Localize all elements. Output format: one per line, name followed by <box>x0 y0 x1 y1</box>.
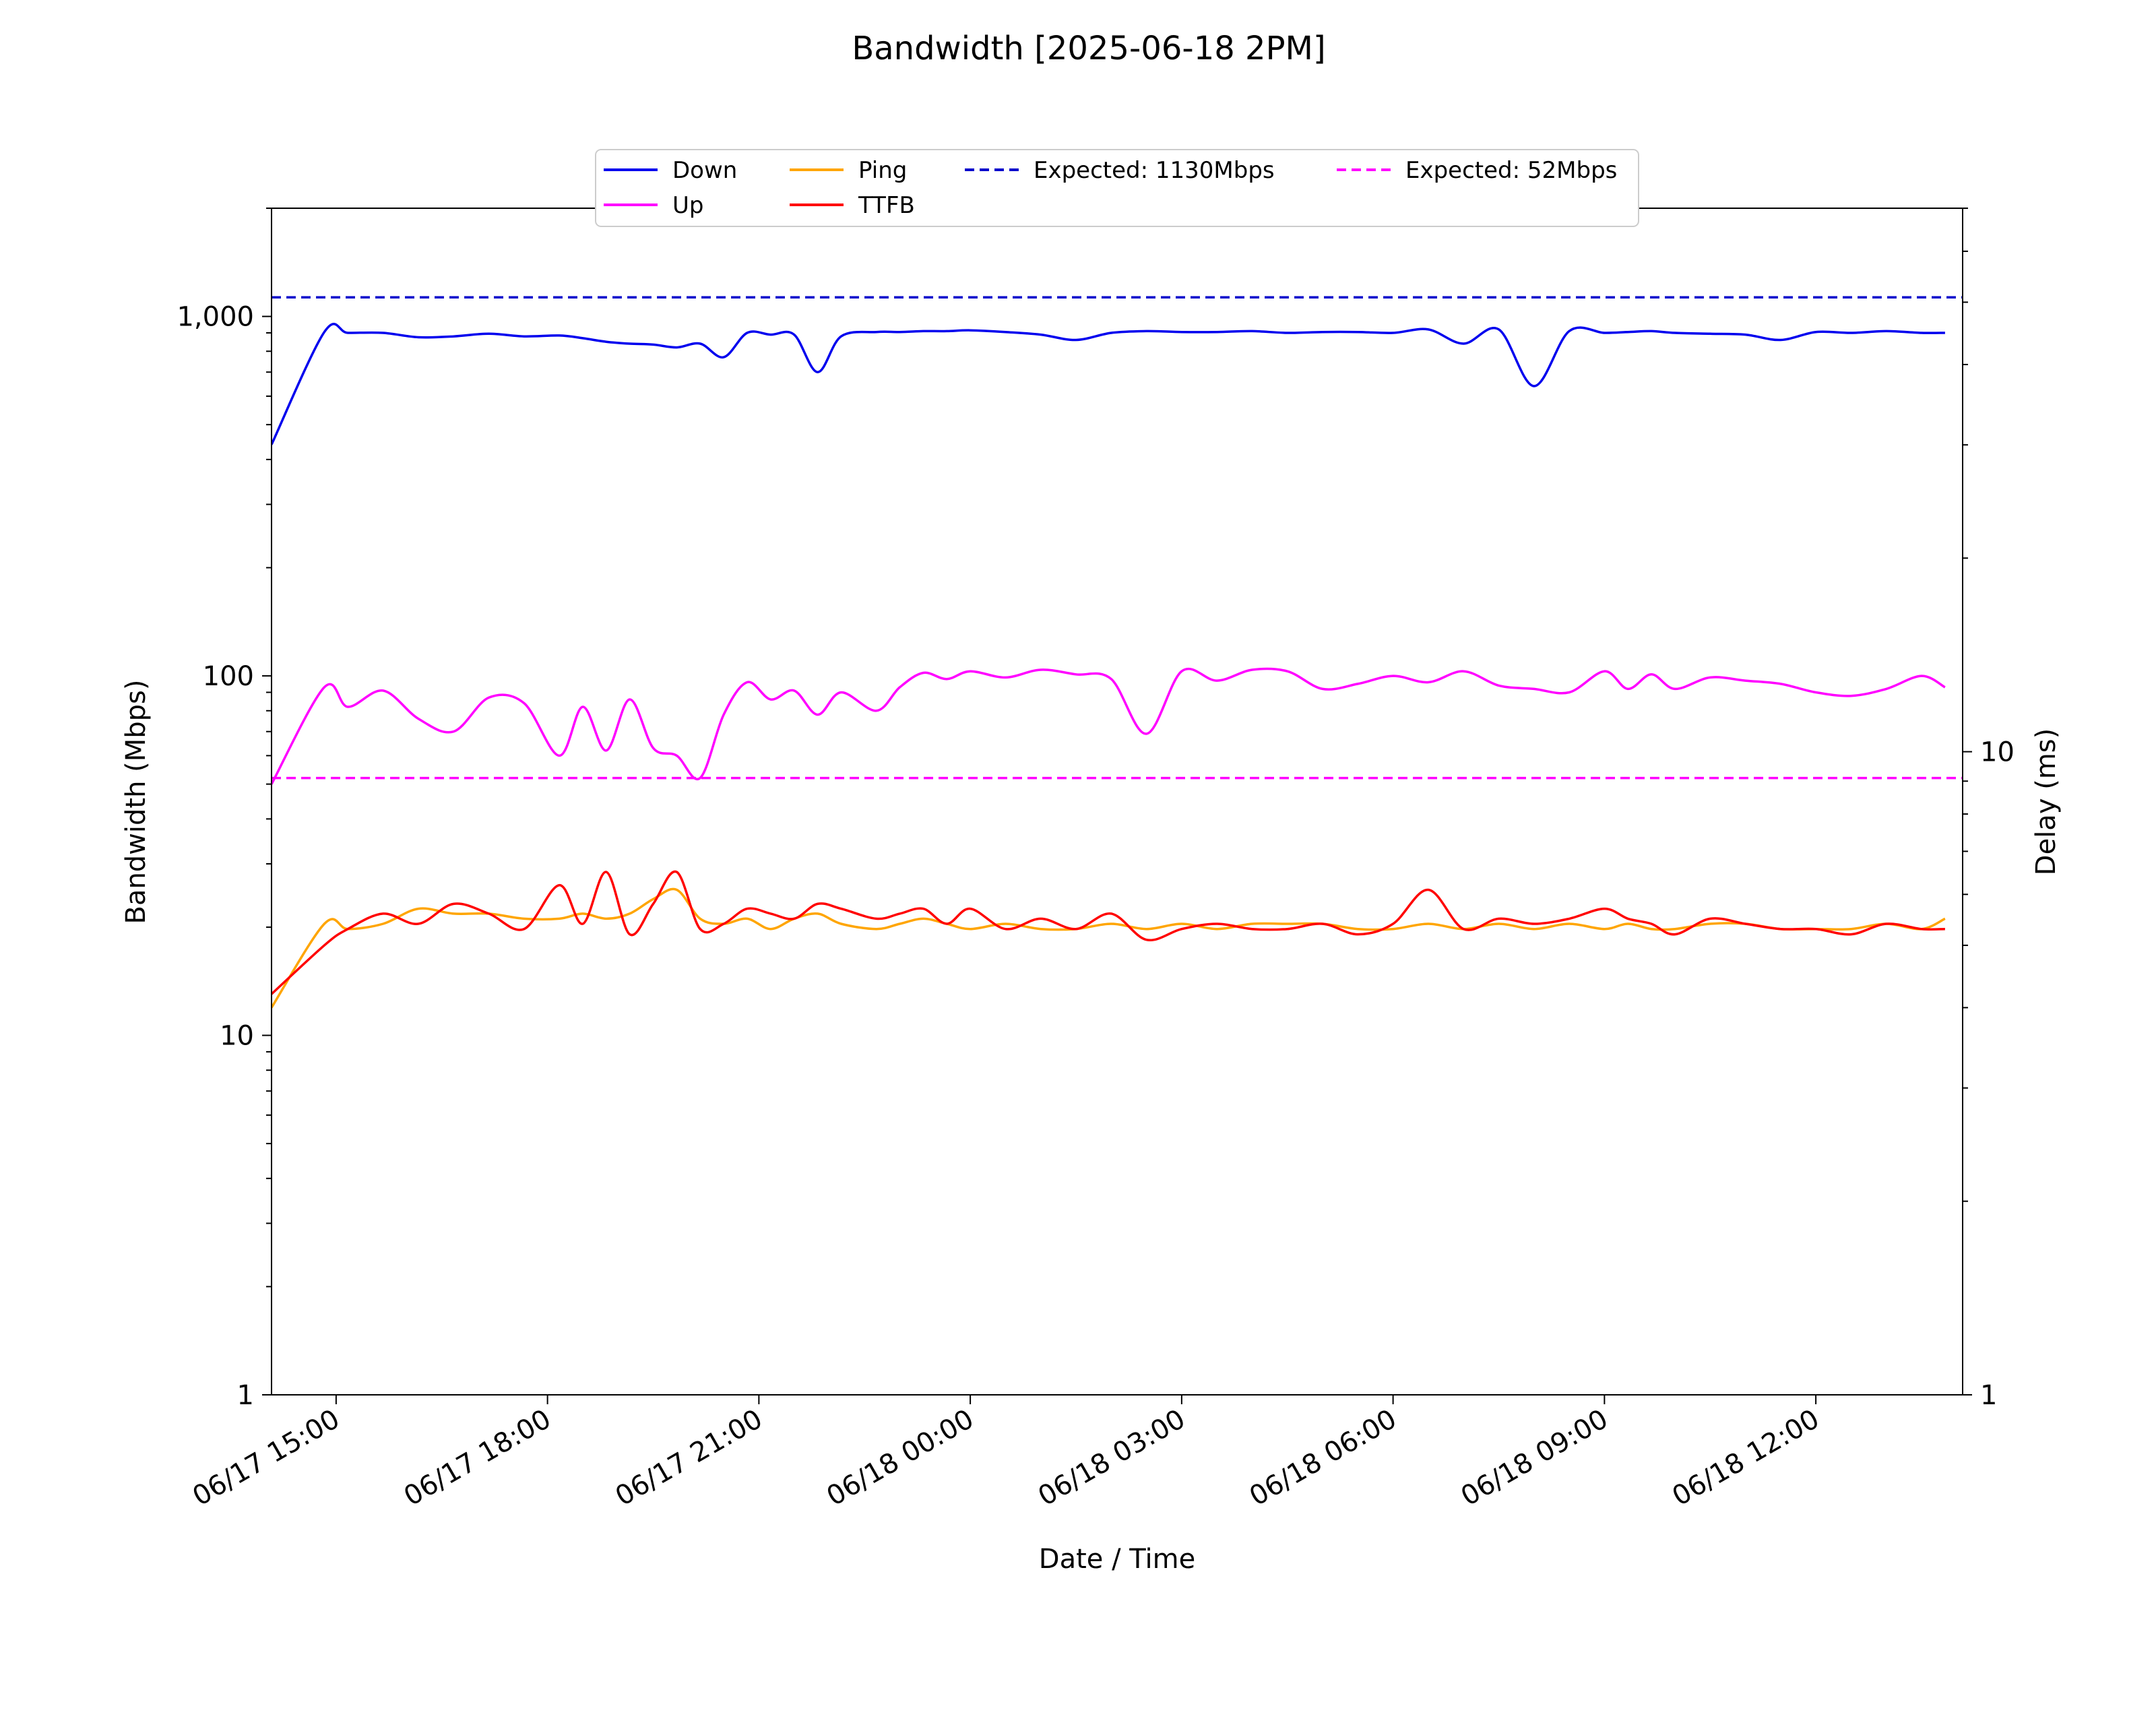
legend-label: Expected: 1130Mbps <box>1034 157 1275 184</box>
left-tick-label: 10 <box>220 1021 254 1052</box>
legend-label: Down <box>672 157 737 184</box>
legend-item-down: Down <box>604 157 737 184</box>
left-y-axis-label: Bandwidth (Mbps) <box>121 679 152 924</box>
reference-lines <box>272 296 1963 780</box>
legend: Down Up Ping TTFB Expected: 1130Mbps Expected… <box>595 149 1639 227</box>
legend-label: TTFB <box>858 192 915 219</box>
legend-label: Ping <box>858 157 907 184</box>
right-y-axis-label: Delay (ms) <box>2031 728 2062 875</box>
left-tick-label: 1,000 <box>177 302 254 333</box>
series-line-ttfb <box>272 870 1945 995</box>
legend-box <box>595 149 1639 227</box>
legend-item-ttfb: TTFB <box>790 192 915 219</box>
right-y-axis: 1 10 <box>1963 208 2015 1411</box>
right-tick-label: 1 <box>1980 1380 1997 1411</box>
legend-item-expected-52mbps: Expected: 52Mbps <box>1337 157 1617 184</box>
series-line-up <box>272 667 1946 785</box>
legend-item-up: Up <box>604 192 703 219</box>
series-line-down <box>272 323 1945 445</box>
legend-label: Expected: 52Mbps <box>1405 157 1617 184</box>
legend-item-expected-1130mbps: Expected: 1130Mbps <box>965 157 1275 184</box>
legend-item-ping: Ping <box>790 157 907 184</box>
x-axis-label: Date / Time <box>1039 1544 1195 1575</box>
chart-title: Bandwidth [2025-06-18 2PM] <box>852 30 1325 67</box>
legend-label: Up <box>672 192 703 219</box>
series-lines <box>272 323 1946 1009</box>
left-tick-label: 1 <box>237 1380 254 1411</box>
right-tick-label: 10 <box>1980 737 2015 768</box>
left-y-axis: 1 10 100 1,000 <box>177 208 272 1411</box>
left-tick-label: 100 <box>203 661 254 692</box>
series-line-ping <box>272 887 1946 1009</box>
